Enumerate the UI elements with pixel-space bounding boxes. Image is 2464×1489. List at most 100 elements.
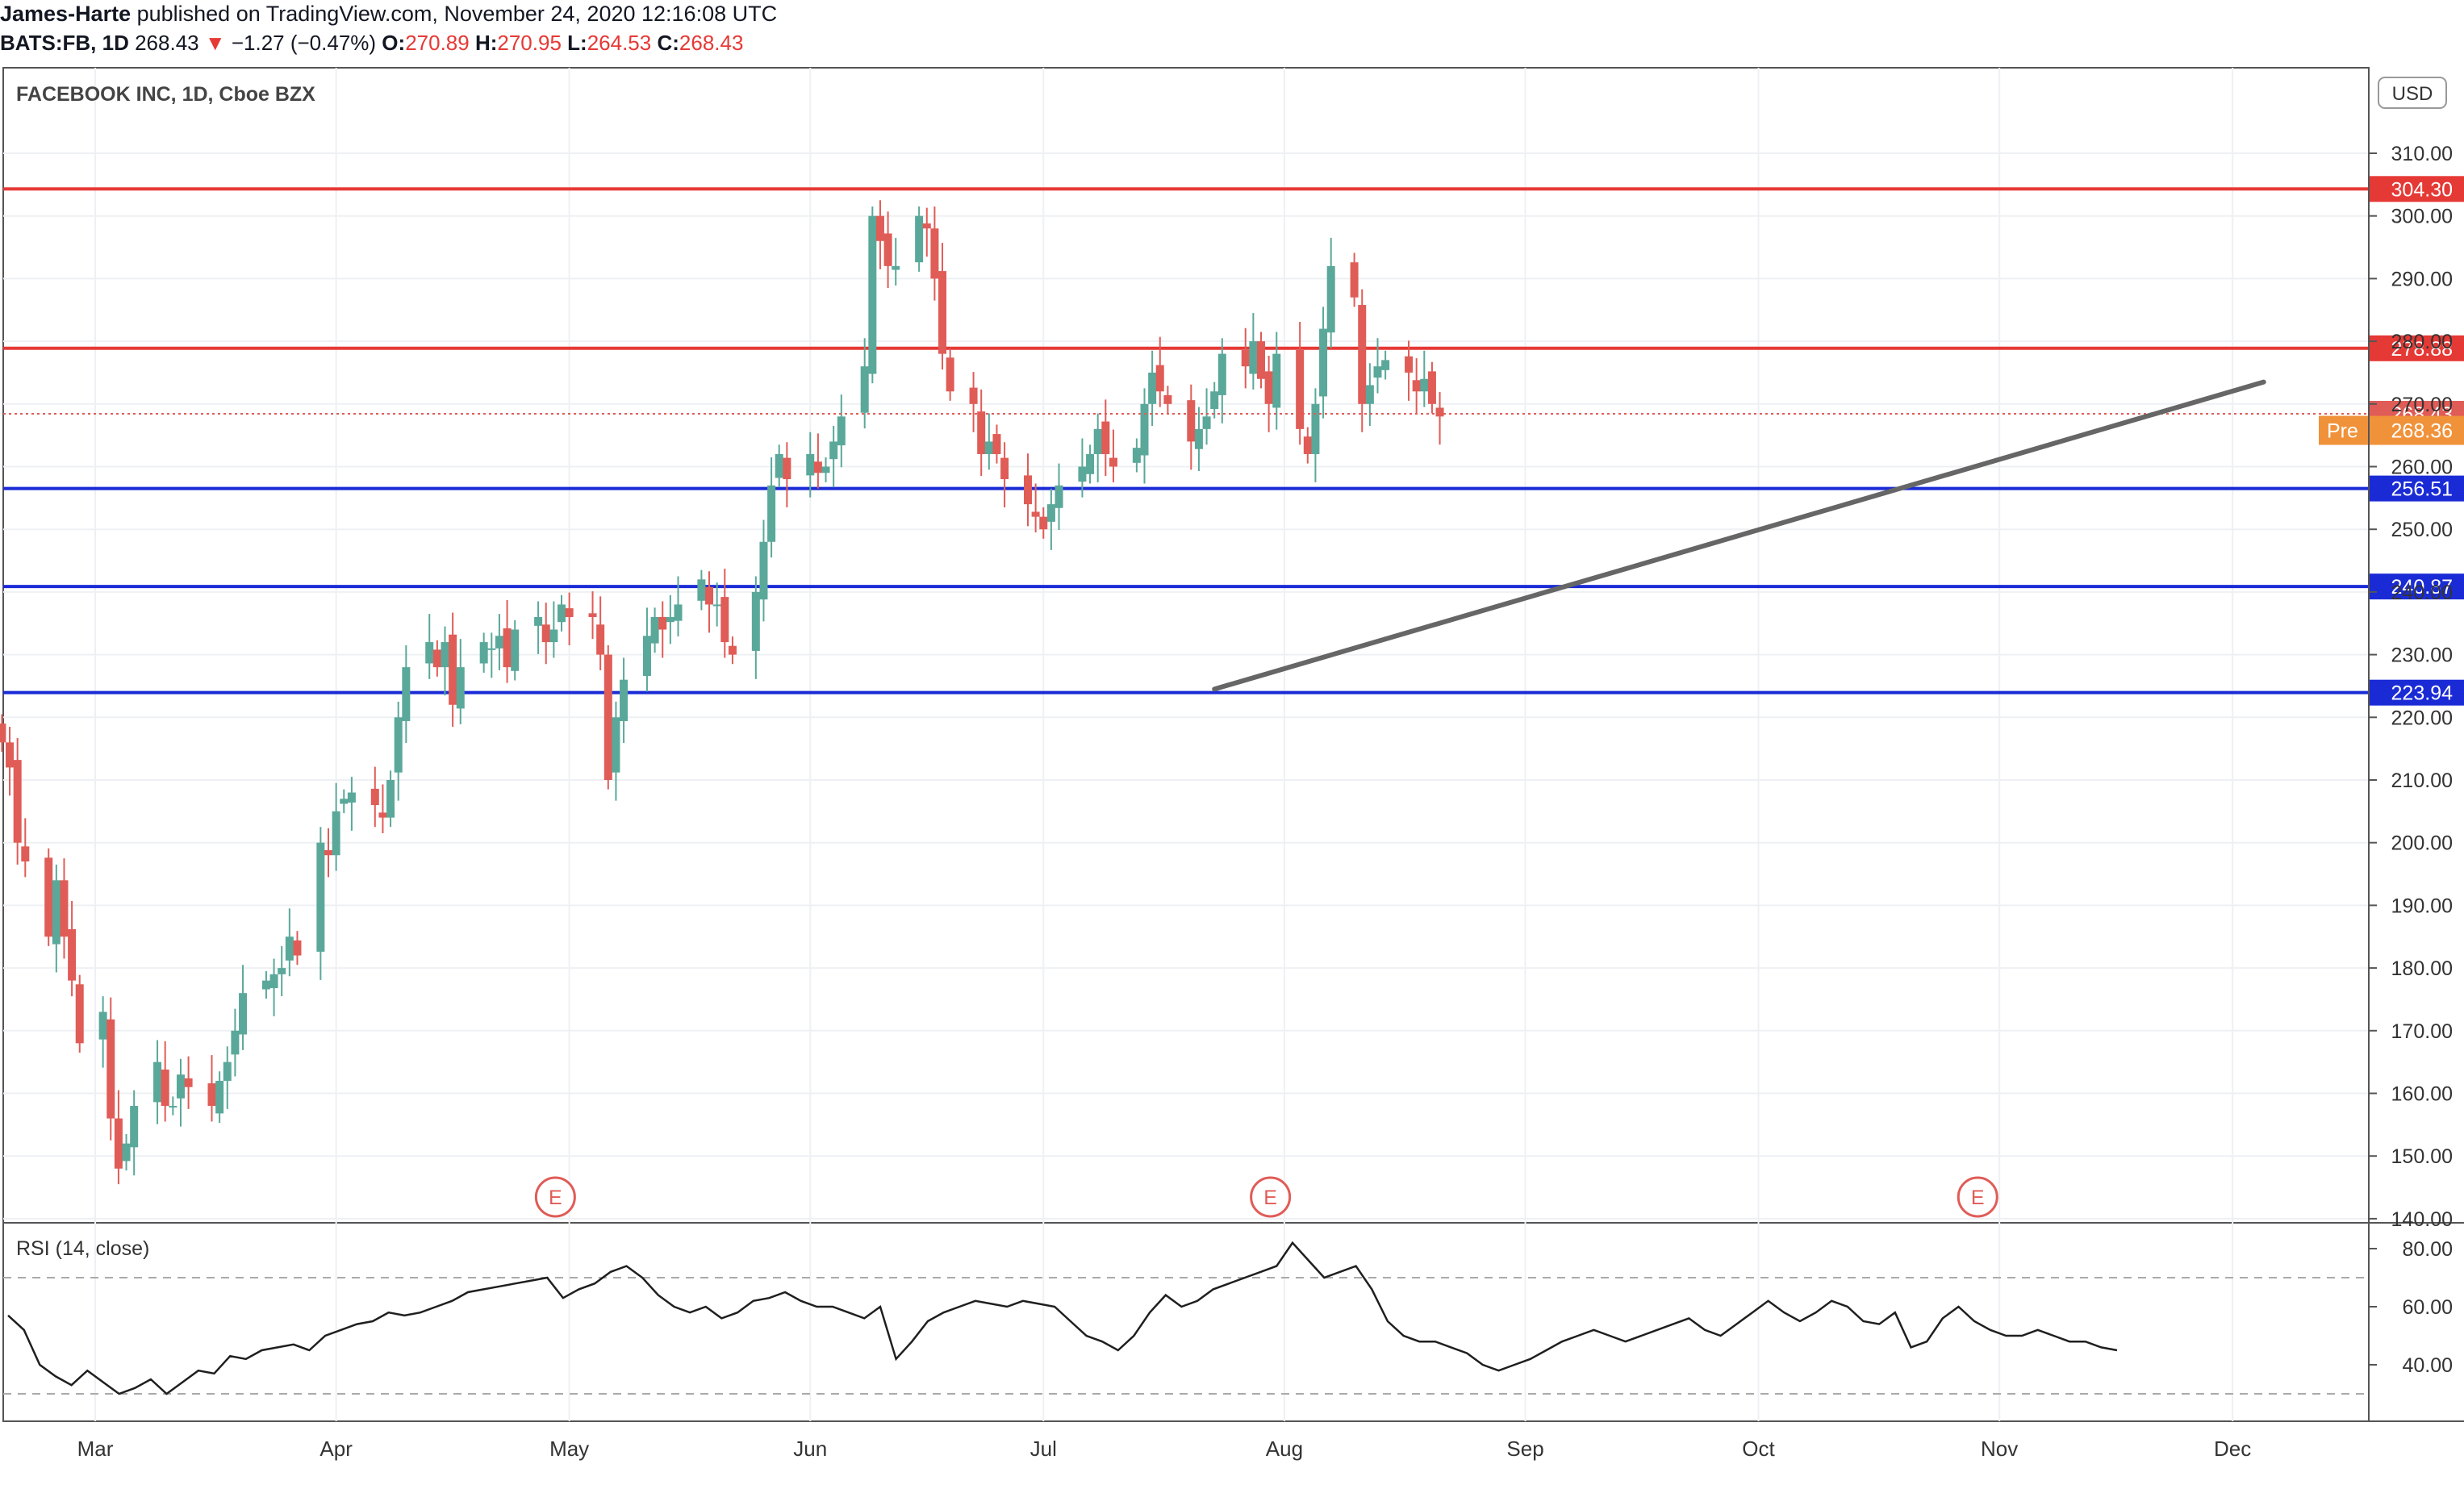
candle <box>432 640 441 677</box>
candle-body <box>432 649 441 668</box>
level-tag-bg <box>2369 679 2464 706</box>
candle-body <box>0 724 6 743</box>
candle-body <box>1194 428 1203 449</box>
candle <box>511 619 520 681</box>
candle <box>1435 392 1444 445</box>
candle <box>534 601 543 654</box>
time-tick-label: Mar <box>77 1437 114 1461</box>
candle <box>169 1096 177 1116</box>
candle-body <box>720 597 729 643</box>
candle-body <box>612 717 620 773</box>
open-label: O: <box>382 31 406 55</box>
time-tick-label: Jul <box>1030 1437 1057 1461</box>
candle-body <box>316 842 325 952</box>
candle-body <box>596 624 605 655</box>
close-label: C: <box>657 31 679 55</box>
candle <box>386 770 395 828</box>
candle-body <box>875 215 884 241</box>
candle-body <box>821 466 830 473</box>
price-tick-label: 140.00 <box>2391 1208 2453 1231</box>
price-tick-label: 160.00 <box>2391 1083 2453 1106</box>
price-tick-label: 270.00 <box>2391 394 2453 416</box>
candle <box>596 596 605 671</box>
candle <box>1024 453 1032 527</box>
price-tick-label: 220.00 <box>2391 707 2453 729</box>
candle <box>992 424 1001 464</box>
candle <box>549 601 558 658</box>
candle-body <box>1241 349 1250 367</box>
candle-body <box>1435 407 1444 417</box>
candlestick-series <box>0 200 1444 1185</box>
level-tag-label: 256.51 <box>2391 478 2453 501</box>
candle-body <box>1249 341 1258 374</box>
candle-body <box>324 850 332 856</box>
candle-body <box>511 629 520 671</box>
candle <box>650 607 659 653</box>
candle <box>868 206 877 384</box>
symbol-interval: BATS:FB, 1D <box>0 31 129 55</box>
candle-body <box>1039 516 1048 530</box>
price-tick-label: 150.00 <box>2391 1145 2453 1168</box>
candle-body <box>503 628 512 668</box>
candle <box>674 576 683 637</box>
candle-body <box>1202 416 1211 429</box>
level-tag-label: 223.94 <box>2391 682 2454 705</box>
candle <box>215 1071 224 1124</box>
rsi-tick-label: 80.00 <box>2402 1238 2453 1261</box>
candle-body <box>1109 457 1117 467</box>
candle-body <box>449 634 457 705</box>
candle <box>1140 388 1149 484</box>
candle-body <box>1140 403 1149 456</box>
candle-body <box>52 880 61 945</box>
candle <box>441 626 449 696</box>
candle <box>1078 438 1087 498</box>
candle <box>1326 237 1335 348</box>
candle-body <box>1319 328 1328 397</box>
price-tick-label: 190.00 <box>2391 895 2453 917</box>
candle-body <box>868 215 877 374</box>
candle-body <box>642 636 651 677</box>
candle <box>1163 386 1172 414</box>
candle <box>1257 332 1265 389</box>
time-tick-label: Sep <box>1506 1437 1543 1461</box>
earnings-marker-label: E <box>1971 1187 1985 1209</box>
candle-body <box>441 642 449 668</box>
candle <box>370 766 379 828</box>
candle-body <box>930 228 939 279</box>
candle-body <box>1046 504 1055 522</box>
candle <box>503 600 512 683</box>
candle <box>813 433 822 489</box>
time-tick-label: Oct <box>1742 1437 1775 1461</box>
candle-body <box>1086 453 1095 474</box>
candle <box>285 908 294 977</box>
level-tag-bg <box>2369 573 2464 600</box>
candle <box>860 338 869 429</box>
candle-body <box>1303 436 1312 454</box>
candle-body <box>666 616 674 623</box>
high-label: H: <box>474 31 498 55</box>
candle-body <box>1365 385 1374 404</box>
time-tick-label: Apr <box>319 1437 353 1461</box>
candle <box>13 737 22 865</box>
candle <box>603 644 612 790</box>
candle <box>1420 350 1429 407</box>
candle <box>402 644 411 744</box>
candle-body <box>603 654 612 780</box>
candle-body <box>378 812 387 818</box>
price-tick-label: 310.00 <box>2391 143 2453 165</box>
candle-body <box>783 457 791 480</box>
candle-body <box>21 846 30 862</box>
candle <box>1132 438 1141 473</box>
candle <box>6 726 15 796</box>
candle <box>122 1134 131 1171</box>
candle <box>1000 442 1009 508</box>
candle-body <box>1358 305 1367 404</box>
candle-body <box>588 613 597 617</box>
time-tick-label: Jun <box>793 1437 827 1461</box>
candle <box>239 965 248 1050</box>
candle <box>130 1090 139 1176</box>
candle-body <box>697 579 706 601</box>
candle <box>892 237 900 286</box>
candle <box>565 592 574 645</box>
